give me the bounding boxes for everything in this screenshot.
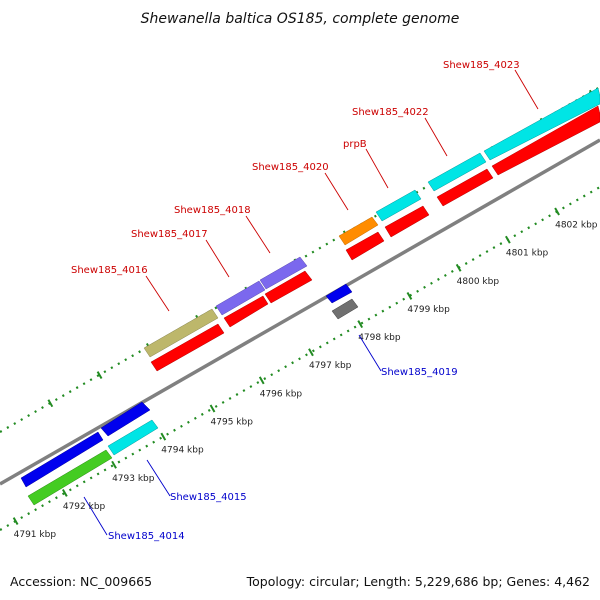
scale-labels: 4791 kbp 4792 kbp 4793 kbp 4794 kbp 4795 kbp… (14, 221, 598, 541)
scale-label: 4794 kbp (161, 446, 204, 456)
gene-label[interactable]: Shew185_4018 (174, 205, 251, 216)
scale-label: 4791 kbp (14, 530, 57, 540)
gene-label[interactable]: Shew185_4017 (131, 229, 208, 240)
scale-label: 4802 kbp (555, 221, 598, 231)
gene-arrow-prpb[interactable] (375, 189, 422, 222)
gene-arrow-shew185-4020[interactable] (338, 216, 379, 246)
gene-arrow-shew185-4018[interactable] (259, 256, 308, 290)
scale-tick (12, 517, 19, 526)
scale-tick (258, 376, 265, 385)
gene-label[interactable]: Shew185_4022 (352, 107, 429, 118)
scale-label: 4798 kbp (358, 333, 401, 343)
gene-label[interactable]: Shew185_4016 (71, 265, 148, 276)
gene-labels: Shew185_4016 Shew185_4017 Shew185_4018 S… (71, 60, 520, 542)
genome-backbone (0, 138, 600, 486)
scale-tick (111, 460, 117, 469)
scale-tick (308, 348, 314, 357)
scale-tick (505, 235, 511, 244)
gene-label[interactable]: Shew185_4014 (108, 531, 185, 542)
gene-arrow-shew185-4022[interactable] (427, 152, 487, 192)
scale-tick (554, 207, 560, 216)
gene-arrow-shew185-4023[interactable] (483, 87, 600, 161)
gene-arrow-shew185-4019-blue[interactable] (325, 283, 353, 304)
scale-label: 4792 kbp (63, 502, 106, 512)
scale-label: 4797 kbp (309, 361, 352, 371)
gene-label[interactable]: Shew185_4020 (252, 162, 329, 173)
scale-label: 4800 kbp (457, 277, 500, 287)
cds-arrow-4020[interactable] (345, 231, 385, 261)
gene-arrow-shew185-4014-green[interactable] (27, 449, 113, 506)
scale-tick (406, 291, 413, 300)
scale-label: 4795 kbp (211, 418, 254, 428)
scale-label: 4799 kbp (407, 305, 450, 315)
map-title: Shewanella baltica OS185, complete genom… (141, 11, 460, 27)
scale-tick (61, 488, 68, 497)
gene-arrow-shew185-4017[interactable] (215, 280, 266, 316)
gene-label[interactable]: prpB (343, 139, 367, 150)
scale-tick (209, 404, 216, 413)
label-connectors (83, 69, 539, 536)
topology-text: Topology: circular; Length: 5,229,686 bp… (246, 574, 590, 589)
scale-tick (357, 320, 364, 329)
cds-arrow-4023[interactable] (491, 105, 600, 176)
cds-arrow-4018[interactable] (264, 270, 313, 304)
gene-arrow-blue-2[interactable] (100, 401, 151, 437)
gene-label[interactable]: Shew185_4019 (381, 367, 458, 378)
scale-tick-upper (47, 399, 54, 408)
cds-arrow-prpb[interactable] (384, 205, 430, 238)
scale-label: 4801 kbp (506, 249, 549, 259)
scale-tick (455, 263, 462, 272)
cds-arrow-4017[interactable] (223, 295, 269, 328)
accession-text: Accession: NC_009665 (10, 574, 153, 589)
gene-arrow-shew185-4014-blue[interactable] (20, 431, 104, 488)
scale-label: 4793 kbp (112, 474, 155, 484)
reverse-tick-line (0, 186, 600, 531)
cds-arrow-4016[interactable] (150, 323, 225, 372)
scale-tick (160, 432, 167, 441)
gene-arrow-shew185-4016[interactable] (143, 308, 219, 358)
cds-arrow-4022[interactable] (436, 168, 494, 207)
features (20, 87, 600, 506)
gene-label[interactable]: Shew185_4015 (170, 492, 247, 503)
gene-arrow-shew185-4015[interactable] (107, 419, 159, 456)
gene-label[interactable]: Shew185_4023 (443, 60, 520, 71)
gene-arrow-shew185-4019[interactable] (331, 298, 359, 320)
scale-tick-upper (96, 371, 103, 380)
scale-label: 4796 kbp (260, 389, 303, 399)
